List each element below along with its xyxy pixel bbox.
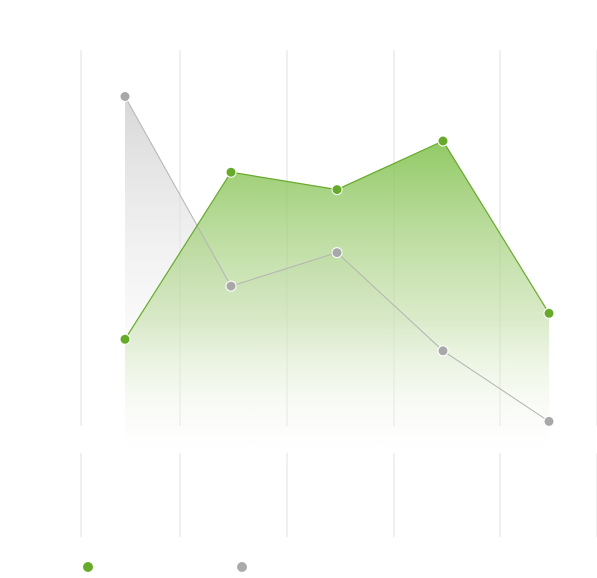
series-2-point-2[interactable]	[225, 280, 237, 292]
series-1-point-5[interactable]	[543, 307, 555, 319]
series-1-point-3[interactable]	[331, 184, 343, 196]
series-1-area	[125, 141, 549, 465]
series-areas	[125, 96, 549, 465]
legend-item-series-2[interactable]	[237, 557, 253, 577]
legend-marker-series-1	[83, 562, 93, 572]
series-2-point-1[interactable]	[119, 91, 131, 102]
series-2-point-5[interactable]	[543, 415, 555, 427]
legend	[0, 557, 597, 577]
series-1-point-1[interactable]	[119, 333, 131, 345]
series-2-point-4[interactable]	[437, 345, 449, 357]
series-1-point-2[interactable]	[225, 166, 237, 178]
series-points	[119, 91, 555, 427]
series-1-point-4[interactable]	[437, 135, 449, 147]
legend-marker-series-2	[237, 562, 247, 572]
series-2-point-3[interactable]	[331, 247, 343, 259]
legend-item-series-1[interactable]	[83, 557, 99, 577]
